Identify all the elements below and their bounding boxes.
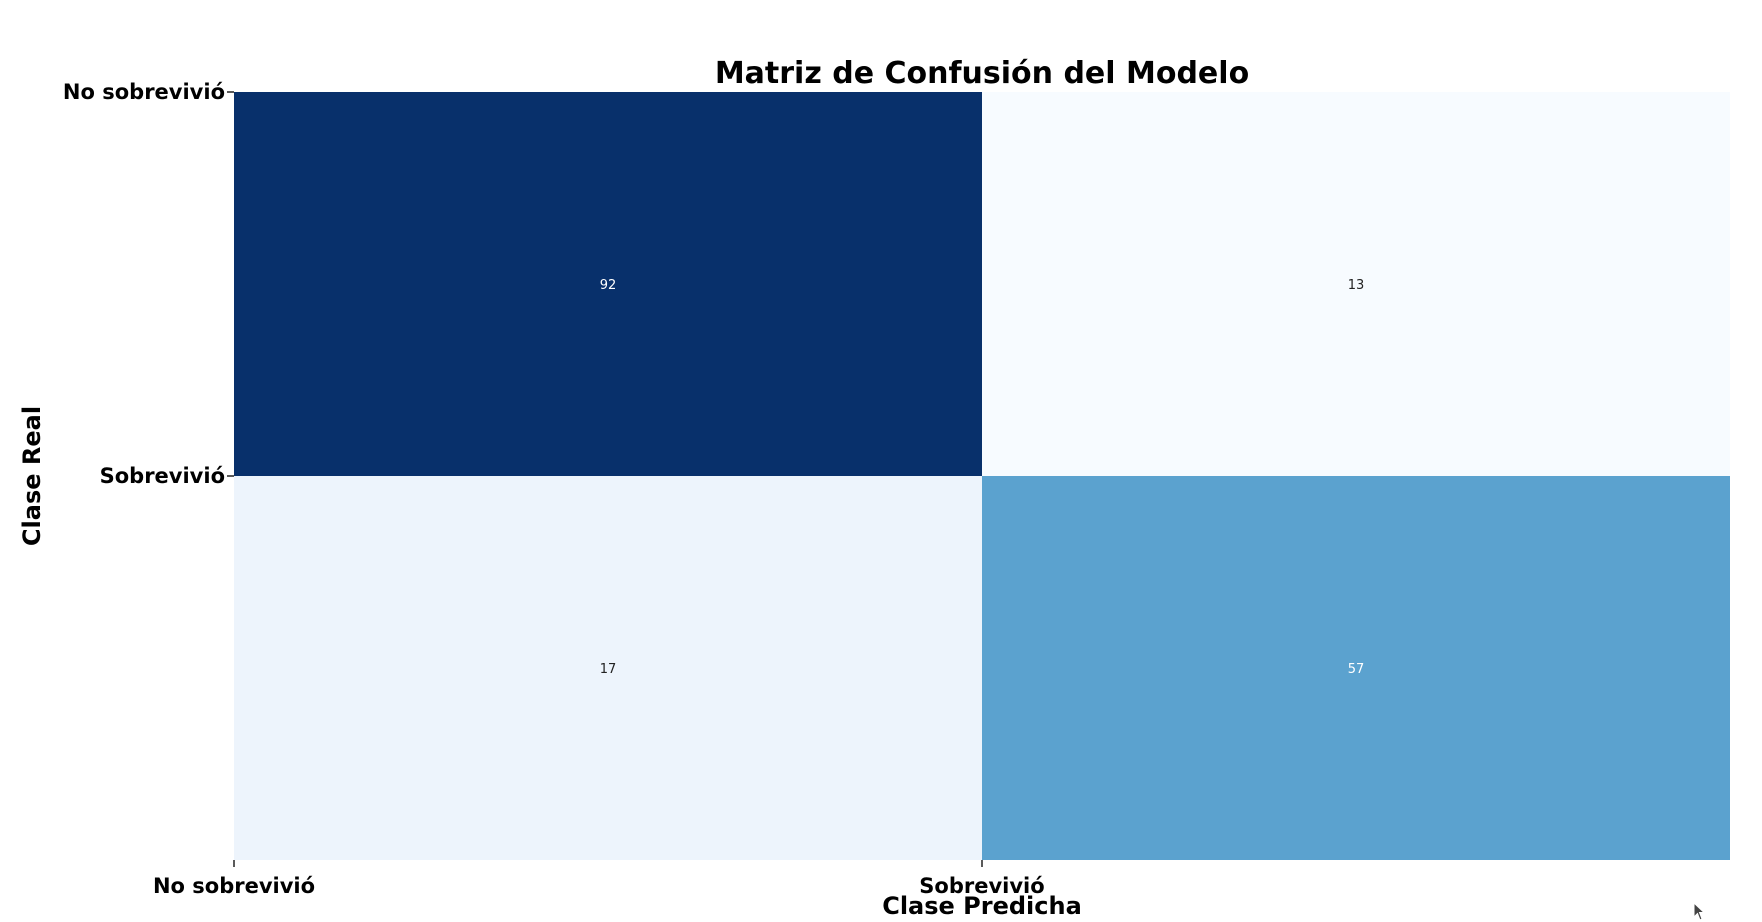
heatmap-cell bbox=[234, 92, 982, 476]
cell-value-label: 13 bbox=[1348, 278, 1365, 293]
heatmap-cell bbox=[982, 476, 1730, 860]
heatmap-cell bbox=[234, 476, 982, 860]
heatmap-cell bbox=[982, 92, 1730, 476]
x-tick-label: No sobrevivió bbox=[153, 874, 315, 898]
mouse-pointer-icon bbox=[1693, 902, 1706, 921]
y-tick-label: No sobrevivió bbox=[63, 80, 225, 104]
cell-value-label: 57 bbox=[1348, 662, 1365, 677]
chart-title: Matriz de Confusión del Modelo bbox=[715, 56, 1249, 91]
cell-value-label: 92 bbox=[600, 278, 617, 293]
y-axis-label: Clase Real bbox=[18, 406, 46, 546]
x-axis-label: Clase Predicha bbox=[882, 892, 1082, 920]
x-tick-label: Sobrevivió bbox=[919, 874, 1044, 898]
y-tick-label: Sobrevivió bbox=[100, 464, 225, 488]
cell-value-label: 17 bbox=[600, 662, 617, 677]
